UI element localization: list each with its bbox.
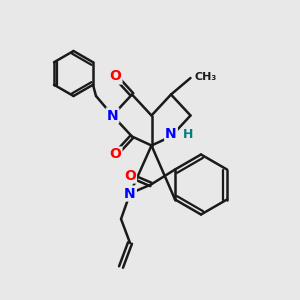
Text: O: O: [110, 148, 122, 161]
Text: O: O: [110, 70, 122, 83]
Text: CH₃: CH₃: [194, 71, 216, 82]
Text: N: N: [107, 109, 118, 122]
Text: H: H: [182, 128, 193, 142]
Text: N: N: [124, 187, 136, 200]
Text: O: O: [124, 169, 136, 182]
Text: N: N: [165, 127, 177, 140]
